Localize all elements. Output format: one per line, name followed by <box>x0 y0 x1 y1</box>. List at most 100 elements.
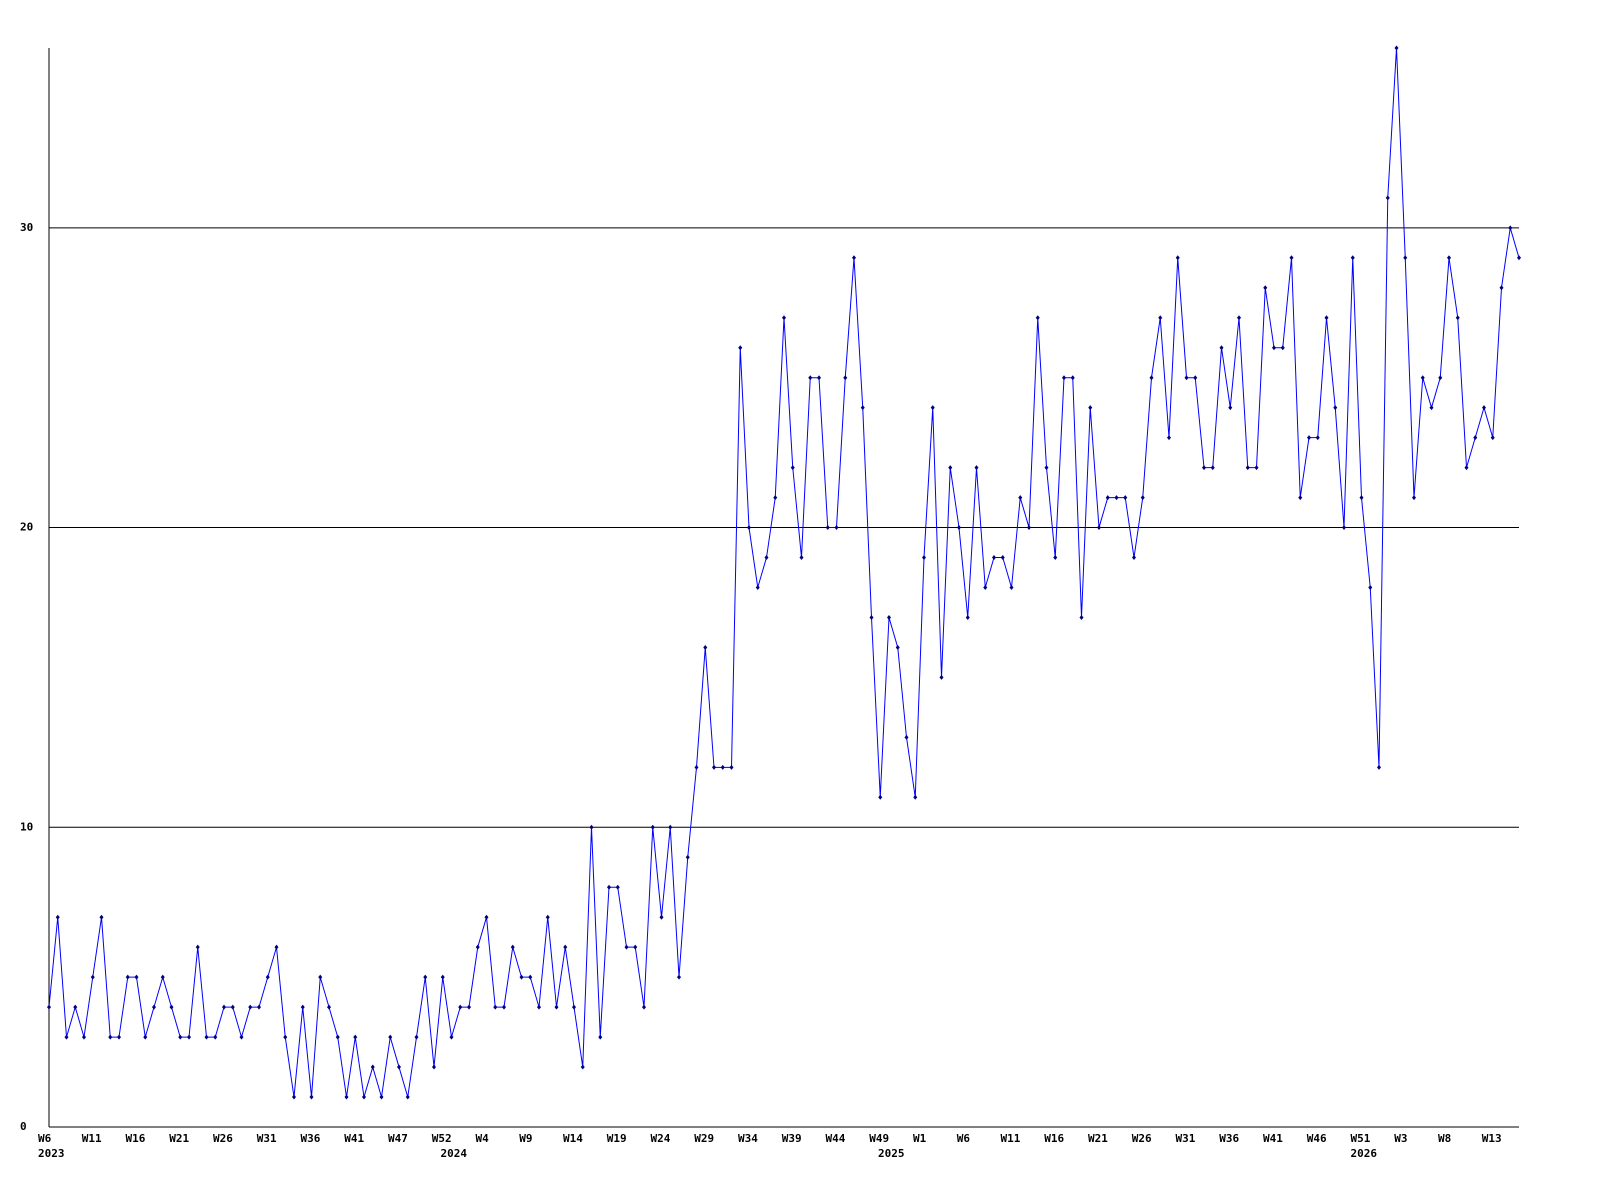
point-marker <box>913 794 918 800</box>
point-marker <box>1237 315 1241 321</box>
point-marker <box>440 974 445 980</box>
point-marker <box>738 345 743 351</box>
year-label: 2023 <box>38 1147 65 1160</box>
point-marker <box>1210 465 1215 471</box>
point-marker <box>318 974 323 980</box>
x-tick-label: W6 <box>38 1132 52 1145</box>
point-marker <box>904 734 909 740</box>
point-marker <box>362 1094 366 1100</box>
point-marker <box>528 974 533 980</box>
point-marker <box>1464 465 1469 471</box>
point-marker <box>572 1004 576 1010</box>
year-label: 2025 <box>878 1147 905 1160</box>
point-marker <box>1350 255 1355 261</box>
point-marker <box>1044 465 1049 471</box>
point-marker <box>1429 405 1434 411</box>
point-marker <box>1009 585 1014 590</box>
point-marker <box>405 1094 410 1100</box>
point-marker <box>239 1034 244 1040</box>
point-marker <box>134 974 139 980</box>
point-marker <box>493 1004 498 1010</box>
point-marker <box>1202 465 1206 471</box>
point-marker <box>309 1094 314 1100</box>
x-tick-label: W21 <box>1088 1132 1108 1145</box>
x-tick-label: W3 <box>1394 1132 1407 1145</box>
point-marker <box>143 1034 148 1040</box>
point-marker <box>1149 375 1154 381</box>
point-marker <box>650 824 655 830</box>
point-marker <box>694 764 699 770</box>
point-marker <box>922 555 926 561</box>
point-marker <box>64 1034 69 1040</box>
point-marker <box>222 1004 226 1010</box>
point-marker <box>1324 315 1329 321</box>
point-marker <box>808 375 813 381</box>
point-marker <box>720 764 725 770</box>
point-marker <box>677 974 681 980</box>
point-marker <box>1140 495 1145 501</box>
point-marker <box>187 1034 191 1040</box>
x-tick-label: W36 <box>301 1132 321 1145</box>
point-marker <box>1079 614 1084 620</box>
point-marker <box>895 644 900 650</box>
point-marker <box>1062 375 1066 381</box>
point-marker <box>563 944 568 950</box>
point-marker <box>99 914 104 920</box>
point-marker <box>668 824 673 830</box>
point-marker <box>1412 495 1416 501</box>
point-marker <box>204 1034 209 1040</box>
point-marker <box>825 525 830 531</box>
x-tick-label: W6 <box>957 1132 971 1145</box>
point-marker <box>1473 435 1478 441</box>
point-marker <box>1272 345 1276 351</box>
point-marker <box>1508 225 1513 231</box>
point-marker <box>1342 525 1346 531</box>
point-marker <box>300 1004 305 1010</box>
point-marker <box>755 585 760 590</box>
point-marker <box>248 1004 253 1010</box>
x-tick-label: W1 <box>913 1132 927 1145</box>
point-marker <box>117 1034 121 1040</box>
point-marker <box>344 1094 349 1100</box>
point-marker <box>965 614 970 620</box>
point-marker <box>510 944 515 950</box>
point-marker <box>659 914 664 920</box>
point-marker <box>1245 465 1250 471</box>
point-marker <box>607 884 611 890</box>
point-marker <box>1070 375 1075 381</box>
point-marker <box>160 974 165 980</box>
point-marker <box>449 1034 454 1040</box>
x-tick-label: W47 <box>388 1132 408 1145</box>
x-tick-label: W11 <box>1001 1132 1021 1145</box>
point-marker <box>615 884 620 890</box>
point-marker <box>1175 255 1180 261</box>
point-marker <box>703 644 708 650</box>
point-marker <box>1263 285 1268 291</box>
point-marker <box>475 944 480 950</box>
point-marker <box>1455 315 1460 321</box>
point-marker <box>1000 555 1005 561</box>
point-marker <box>992 555 996 561</box>
x-tick-label: W52 <box>432 1132 452 1145</box>
point-marker <box>1368 585 1373 590</box>
x-tick-label: W9 <box>519 1132 532 1145</box>
series-line <box>48 47 1520 1098</box>
point-marker <box>545 914 550 920</box>
point-marker <box>195 944 200 950</box>
y-tick-label: 0 <box>20 1120 27 1133</box>
point-marker <box>484 914 489 920</box>
point-marker <box>335 1034 340 1040</box>
point-marker <box>379 1094 384 1100</box>
x-tick-label: W8 <box>1438 1132 1451 1145</box>
x-tick-label: W51 <box>1351 1132 1371 1145</box>
point-marker <box>1438 375 1443 381</box>
point-marker <box>790 465 795 471</box>
point-marker <box>957 525 961 531</box>
point-marker <box>169 1004 174 1010</box>
point-marker <box>773 495 778 501</box>
point-marker <box>1088 405 1093 411</box>
point-marker <box>1394 45 1399 51</box>
point-marker <box>633 944 638 950</box>
point-marker <box>1193 375 1198 381</box>
